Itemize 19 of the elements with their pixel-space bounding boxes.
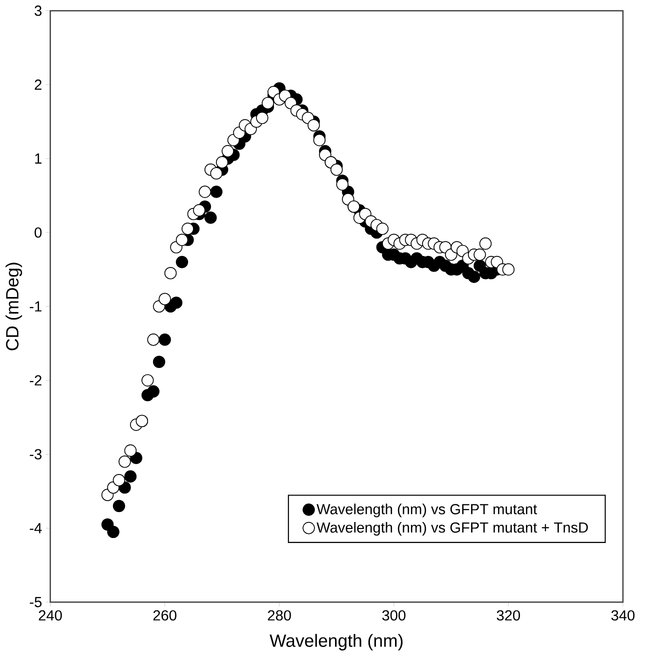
x-tick-label: 320 bbox=[496, 610, 520, 621]
y-tick-label: 0 bbox=[34, 227, 42, 238]
y-tick-label: 1 bbox=[35, 154, 42, 164]
x-tick-label: 260 bbox=[153, 610, 176, 621]
x-tick-label: 300 bbox=[382, 610, 406, 621]
y-tick-label: -1 bbox=[30, 301, 42, 312]
x-tick-label: 240 bbox=[38, 610, 62, 621]
x-tick-label: 280 bbox=[268, 610, 291, 621]
legend-label: Wavelength (nm) vs GFPT mutant bbox=[316, 504, 537, 518]
y-tick-label: -2 bbox=[30, 375, 42, 386]
y-tick-label: 3 bbox=[34, 6, 42, 16]
x-axis-title: Wavelength (nm) bbox=[270, 634, 402, 650]
legend-label: Wavelength (nm) vs GFPT mutant + TnsD bbox=[316, 522, 588, 536]
y-tick-label: 2 bbox=[34, 80, 42, 90]
y-tick-label: -5 bbox=[30, 597, 42, 608]
y-axis-title: CD (mDeg) bbox=[5, 262, 22, 350]
y-tick-label: -4 bbox=[30, 523, 42, 534]
y-tick-label: -3 bbox=[30, 449, 42, 460]
x-tick-label: 340 bbox=[611, 610, 634, 621]
